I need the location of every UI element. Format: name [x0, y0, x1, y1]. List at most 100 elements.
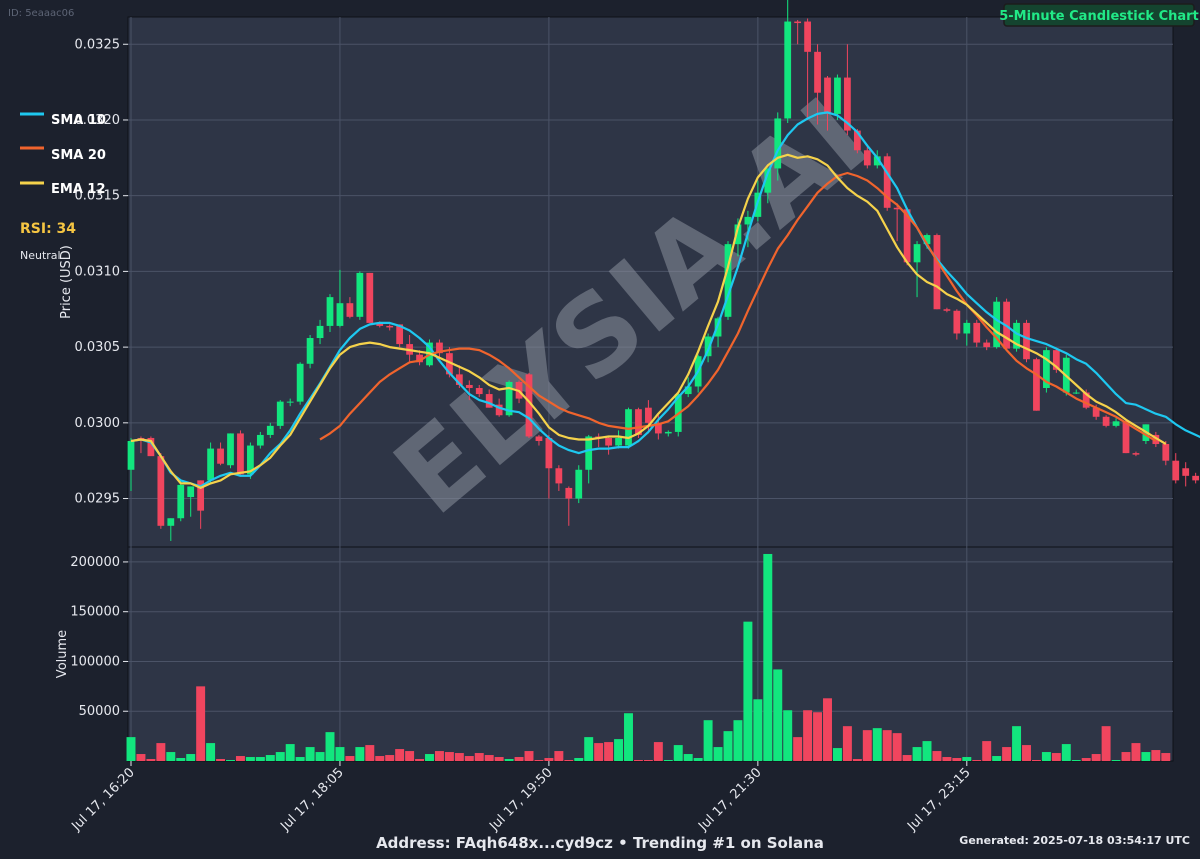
- candle: [1132, 451, 1140, 457]
- legend: SMA 10 SMA 20 EMA 12 RSI: 34 Neutral: [20, 112, 106, 262]
- candle: [475, 384, 483, 398]
- candle: [177, 480, 185, 522]
- candle-body: [1043, 350, 1050, 388]
- candle: [1102, 415, 1110, 428]
- volume-bar: [892, 733, 902, 761]
- volume-bar: [584, 737, 594, 761]
- volume-bar: [803, 710, 813, 761]
- candle-body: [903, 209, 911, 263]
- volume-bar: [166, 752, 176, 761]
- volume-bar: [962, 757, 972, 761]
- candle: [346, 297, 354, 319]
- volume-bar: [504, 759, 514, 761]
- chart-type-badge: 5-Minute Candlestick Chart: [999, 3, 1199, 27]
- candle-body: [167, 518, 175, 526]
- candle: [1072, 389, 1080, 395]
- candle: [983, 339, 991, 351]
- volume-bar: [1022, 745, 1031, 761]
- candle: [804, 18, 811, 120]
- volume-bar: [385, 755, 395, 761]
- volume-bar: [723, 731, 733, 761]
- candle-body: [834, 77, 841, 114]
- volume-bar: [823, 698, 832, 761]
- volume-tick-label: 50000: [79, 704, 120, 719]
- time-axis: Jul 17, 16:20 Jul 17, 18:05 Jul 17, 19:50 J…: [68, 761, 974, 835]
- candle: [545, 434, 553, 499]
- candle-body: [1172, 460, 1180, 481]
- candle-body: [893, 207, 901, 210]
- candle: [525, 372, 533, 438]
- volume-bar: [415, 759, 425, 761]
- candle-body: [1013, 322, 1020, 349]
- candle: [824, 76, 831, 131]
- volume-bar: [1161, 753, 1171, 761]
- chart-id: ID: 5eaaac06: [8, 8, 74, 19]
- volume-bar: [295, 757, 305, 761]
- candle-body: [227, 433, 234, 466]
- volume-bar: [1121, 752, 1131, 761]
- candle-body: [386, 325, 394, 328]
- legend-label-sma10: SMA 10: [51, 113, 106, 128]
- price-tick-label: 0.0295: [75, 492, 121, 507]
- volume-bar: [285, 744, 295, 761]
- candle: [784, 0, 792, 123]
- volume-bar: [405, 751, 415, 761]
- candle-body: [416, 354, 423, 363]
- volume-bar: [1002, 747, 1012, 761]
- candle: [147, 436, 155, 457]
- candle: [1162, 441, 1170, 466]
- candle: [1043, 347, 1050, 393]
- rsi-value: RSI: 34: [20, 221, 76, 237]
- candle: [336, 269, 344, 328]
- candle: [893, 203, 901, 242]
- candle-body: [684, 386, 692, 395]
- volume-bar: [275, 752, 285, 761]
- volume-bar: [1041, 752, 1051, 761]
- candle-body: [615, 437, 622, 446]
- candle: [943, 307, 951, 313]
- volume-bar: [514, 757, 524, 761]
- candle-body: [704, 336, 712, 357]
- candle-body: [953, 310, 961, 334]
- volume-bar: [643, 760, 653, 761]
- volume-bar: [713, 747, 723, 761]
- candle-body: [575, 469, 583, 499]
- candle-body: [455, 374, 463, 385]
- candle: [834, 74, 841, 120]
- candle-body: [654, 422, 662, 434]
- candle: [814, 44, 821, 125]
- candle-body: [1052, 350, 1060, 370]
- volume-bar: [882, 730, 892, 761]
- time-tick-label: Jul 17, 23:15: [904, 765, 973, 834]
- candle-body: [724, 244, 732, 317]
- time-tick-label: Jul 17, 21:30: [695, 765, 764, 834]
- candle-body: [824, 77, 831, 114]
- volume-bar: [624, 713, 633, 761]
- candle-body: [217, 448, 224, 464]
- volume-bar: [1081, 758, 1091, 761]
- series-line-sma20: [319, 171, 1157, 442]
- candle: [794, 20, 802, 45]
- candle-body: [963, 322, 971, 334]
- volume-axis: 50000 100000 150000 200000: [70, 555, 128, 719]
- candle: [535, 434, 543, 446]
- candle-body: [734, 224, 742, 245]
- volume-bar: [743, 621, 753, 761]
- volume-bar: [793, 737, 803, 761]
- candle: [973, 319, 981, 348]
- candle-body: [913, 244, 921, 263]
- candle: [386, 324, 394, 331]
- volume-bar: [395, 749, 405, 761]
- volume-bar: [146, 759, 156, 761]
- candle-body: [207, 448, 214, 481]
- volume-bar: [1111, 760, 1121, 761]
- candle: [585, 434, 593, 484]
- candle: [356, 271, 364, 320]
- candle-body: [177, 484, 185, 519]
- volume-bar: [574, 758, 584, 761]
- candle-body: [147, 437, 155, 457]
- time-tick-label: Jul 17, 19:50: [486, 765, 555, 834]
- candle: [157, 453, 165, 529]
- candle-body: [943, 309, 951, 311]
- volume-bar: [226, 760, 235, 761]
